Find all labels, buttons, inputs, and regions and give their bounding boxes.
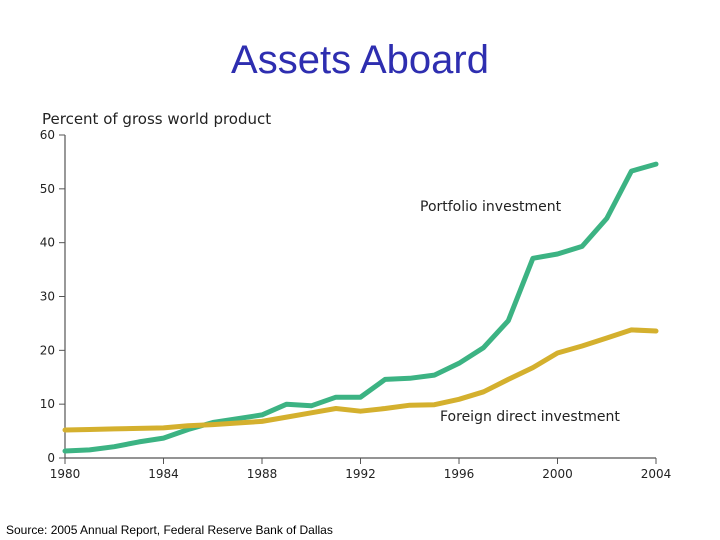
y-tick-label: 50 <box>40 182 55 196</box>
x-tick-label: 1980 <box>50 467 81 481</box>
x-tick-label: 2000 <box>542 467 573 481</box>
source-note: Source: 2005 Annual Report, Federal Rese… <box>6 523 333 537</box>
x-tick-label: 1996 <box>444 467 475 481</box>
x-tick-label: 1992 <box>345 467 376 481</box>
series-line-fdi <box>62 327 659 433</box>
y-tick-label: 60 <box>40 128 55 142</box>
x-tick-label: 1988 <box>247 467 278 481</box>
series-layer <box>62 161 659 454</box>
y-tick-label: 30 <box>40 290 55 304</box>
series-label-fdi: Foreign direct investment <box>440 409 620 425</box>
x-tick-label: 1984 <box>148 467 179 481</box>
chart-axes: 0 10 20 30 40 50 60 1980 1984 1988 1992 1996 2000 200… <box>40 128 672 481</box>
y-axis-title: Percent of gross world product <box>42 110 271 128</box>
y-tick-label: 0 <box>47 451 55 465</box>
y-tick-label: 20 <box>40 343 55 357</box>
y-tick-label: 10 <box>40 397 55 411</box>
x-tick-label: 2004 <box>641 467 672 481</box>
series-line-portfolio <box>62 161 659 454</box>
y-tick-label: 40 <box>40 236 55 250</box>
series-label-portfolio: Portfolio investment <box>420 199 562 215</box>
slide-title: Assets Aboard <box>231 38 489 82</box>
